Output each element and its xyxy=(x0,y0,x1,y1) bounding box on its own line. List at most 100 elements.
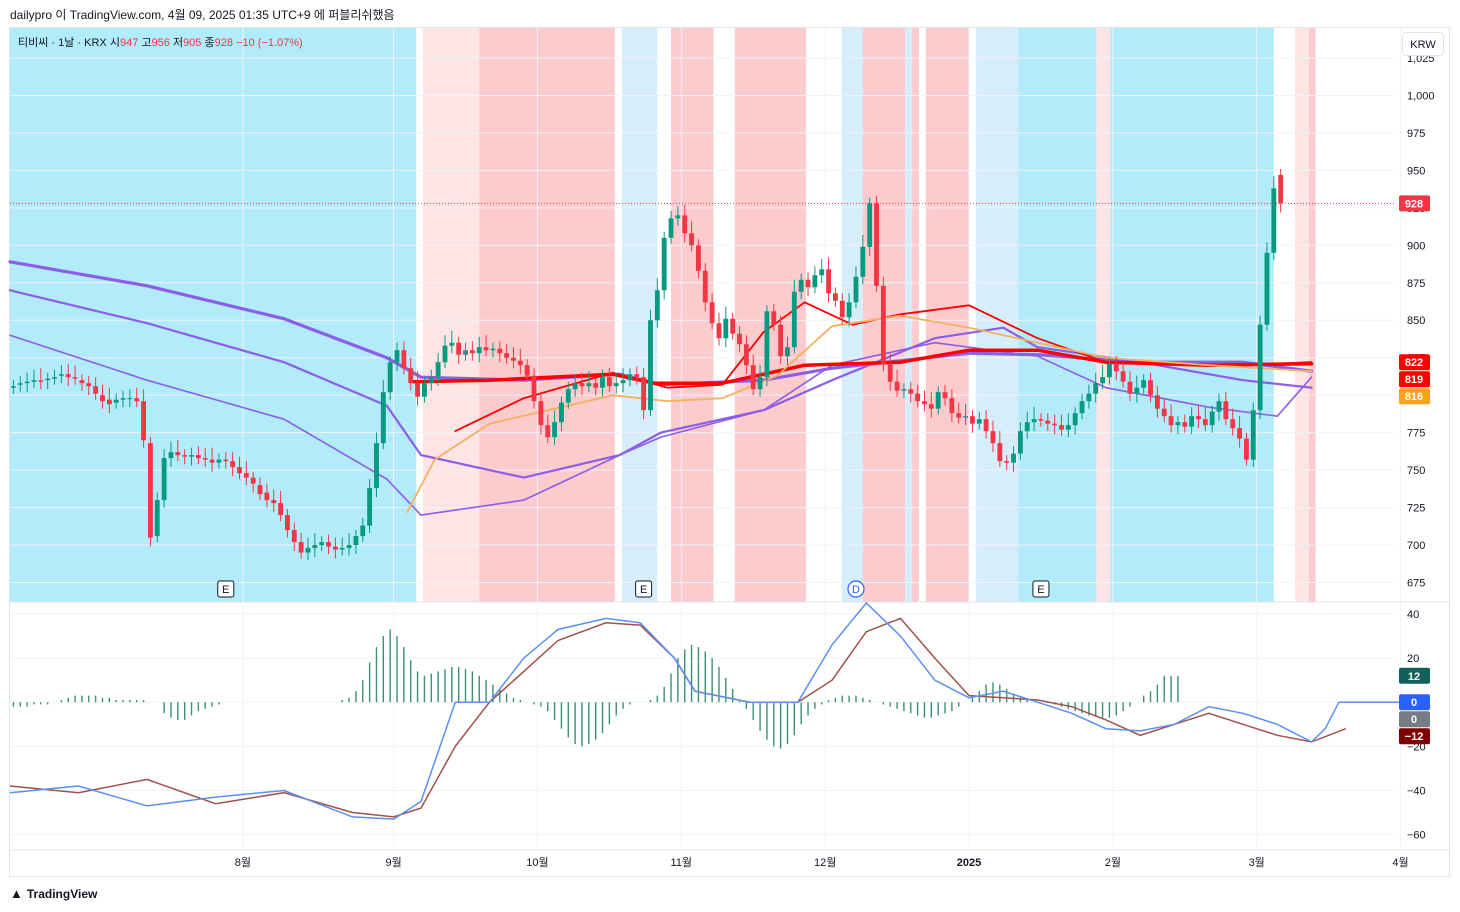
candle-body xyxy=(1031,419,1037,423)
background-zone xyxy=(423,28,480,602)
candle-body xyxy=(565,389,571,403)
candle-body xyxy=(127,398,133,400)
candle-body xyxy=(175,452,181,456)
price-tick-label: 850 xyxy=(1407,315,1425,327)
tag-label: 928 xyxy=(1405,198,1423,210)
moving-average-line xyxy=(406,314,1313,513)
macd-value-tag: 0 xyxy=(1399,711,1430,728)
signal-line xyxy=(9,617,1347,818)
macd-tick-label: −60 xyxy=(1407,830,1426,842)
close-value: 928 xyxy=(214,37,233,49)
time-tick-label: 3월 xyxy=(1249,856,1265,869)
background-zone xyxy=(1018,28,1097,602)
candle-body xyxy=(1059,425,1064,430)
candle-body xyxy=(1093,383,1099,394)
publish-caption: dailypro 이 TradingView.com, 4월 09, 2025 … xyxy=(10,8,395,22)
candle-body xyxy=(1202,419,1208,426)
candle-body xyxy=(545,425,551,438)
candle-body xyxy=(415,383,420,397)
candle-body xyxy=(278,503,283,516)
price-tick-label: 1,000 xyxy=(1407,90,1435,102)
candle-body xyxy=(559,402,564,423)
price-tick-label: 675 xyxy=(1407,578,1425,590)
candle-body xyxy=(1113,363,1119,372)
price-tick-label: 750 xyxy=(1407,465,1425,477)
candle-body xyxy=(682,215,688,234)
tag-background xyxy=(1399,667,1430,684)
candle-body xyxy=(1052,423,1058,426)
macd-tick-label: 40 xyxy=(1407,609,1419,621)
candle-body xyxy=(24,381,30,384)
time-tick-label: 9월 xyxy=(385,856,401,869)
currency-button[interactable]: KRW xyxy=(1402,32,1444,56)
background-zone xyxy=(912,28,919,602)
candle-body xyxy=(1278,174,1284,204)
candle-body xyxy=(764,311,770,378)
candle-body xyxy=(271,500,277,504)
background-zone xyxy=(925,28,933,602)
candle-body xyxy=(997,443,1003,462)
tradingview-logo[interactable]: ▲ TradingView xyxy=(10,886,97,901)
candle-body xyxy=(79,380,85,384)
candle-body xyxy=(422,383,427,397)
earnings-marker: E xyxy=(1032,580,1050,598)
open-value: 947 xyxy=(119,37,139,49)
price-tag: 928 xyxy=(1399,195,1430,212)
candle-body xyxy=(1216,401,1222,412)
time-tick-label: 4월 xyxy=(1392,856,1408,869)
candle-body xyxy=(1271,188,1277,253)
candle-body xyxy=(723,318,729,339)
candle-body xyxy=(648,320,653,411)
candle-body xyxy=(86,383,92,387)
macd-value-tag: 12 xyxy=(1399,667,1430,684)
tradingview-icon: ▲ xyxy=(10,886,23,901)
price-tick-label: 725 xyxy=(1407,503,1425,515)
candle-body xyxy=(627,374,633,381)
candle-body xyxy=(380,392,386,444)
candle-body xyxy=(579,383,585,387)
tag-label: 822 xyxy=(1405,357,1423,369)
candle-body xyxy=(223,459,229,462)
event-circle xyxy=(847,580,865,598)
candle-body xyxy=(58,374,64,376)
time-tick-label: 12월 xyxy=(814,856,836,869)
candle-body xyxy=(216,459,222,463)
candle-body xyxy=(202,458,208,460)
candle-body xyxy=(538,401,544,426)
candle-body xyxy=(778,324,784,357)
candle-body xyxy=(1161,408,1167,417)
candle-body xyxy=(52,377,57,379)
candle-body xyxy=(93,386,99,394)
candle-body xyxy=(1250,410,1256,460)
price-tick-label: 700 xyxy=(1407,540,1425,552)
candle-body xyxy=(613,383,619,387)
price-tick-label: 900 xyxy=(1407,240,1425,252)
candle-body xyxy=(1189,416,1195,427)
earnings-marker: E xyxy=(217,580,235,598)
background-zone xyxy=(1096,28,1111,602)
candle-body xyxy=(243,473,249,478)
background-zone xyxy=(1308,28,1316,602)
candle-body xyxy=(312,545,318,549)
candle-body xyxy=(17,383,23,385)
candle-body xyxy=(606,377,612,387)
close-label: 종 xyxy=(204,37,215,49)
candle-body xyxy=(826,269,831,294)
tag-label: 12 xyxy=(1408,671,1420,683)
macd-line xyxy=(9,601,1415,820)
candle-body xyxy=(1196,416,1201,420)
candle-body xyxy=(1257,324,1263,411)
candle-body xyxy=(620,380,626,384)
candle-body xyxy=(1230,419,1236,429)
candle-body xyxy=(942,392,948,399)
tag-label: 0 xyxy=(1411,697,1417,709)
background-zone xyxy=(905,28,913,602)
candle-body xyxy=(120,398,126,400)
candle-body xyxy=(1154,395,1160,409)
price-tick-label: 775 xyxy=(1407,428,1425,440)
candle-body xyxy=(1120,371,1126,382)
background-zone xyxy=(841,28,863,602)
candle-body xyxy=(367,488,373,526)
high-label: 고 xyxy=(141,37,152,49)
